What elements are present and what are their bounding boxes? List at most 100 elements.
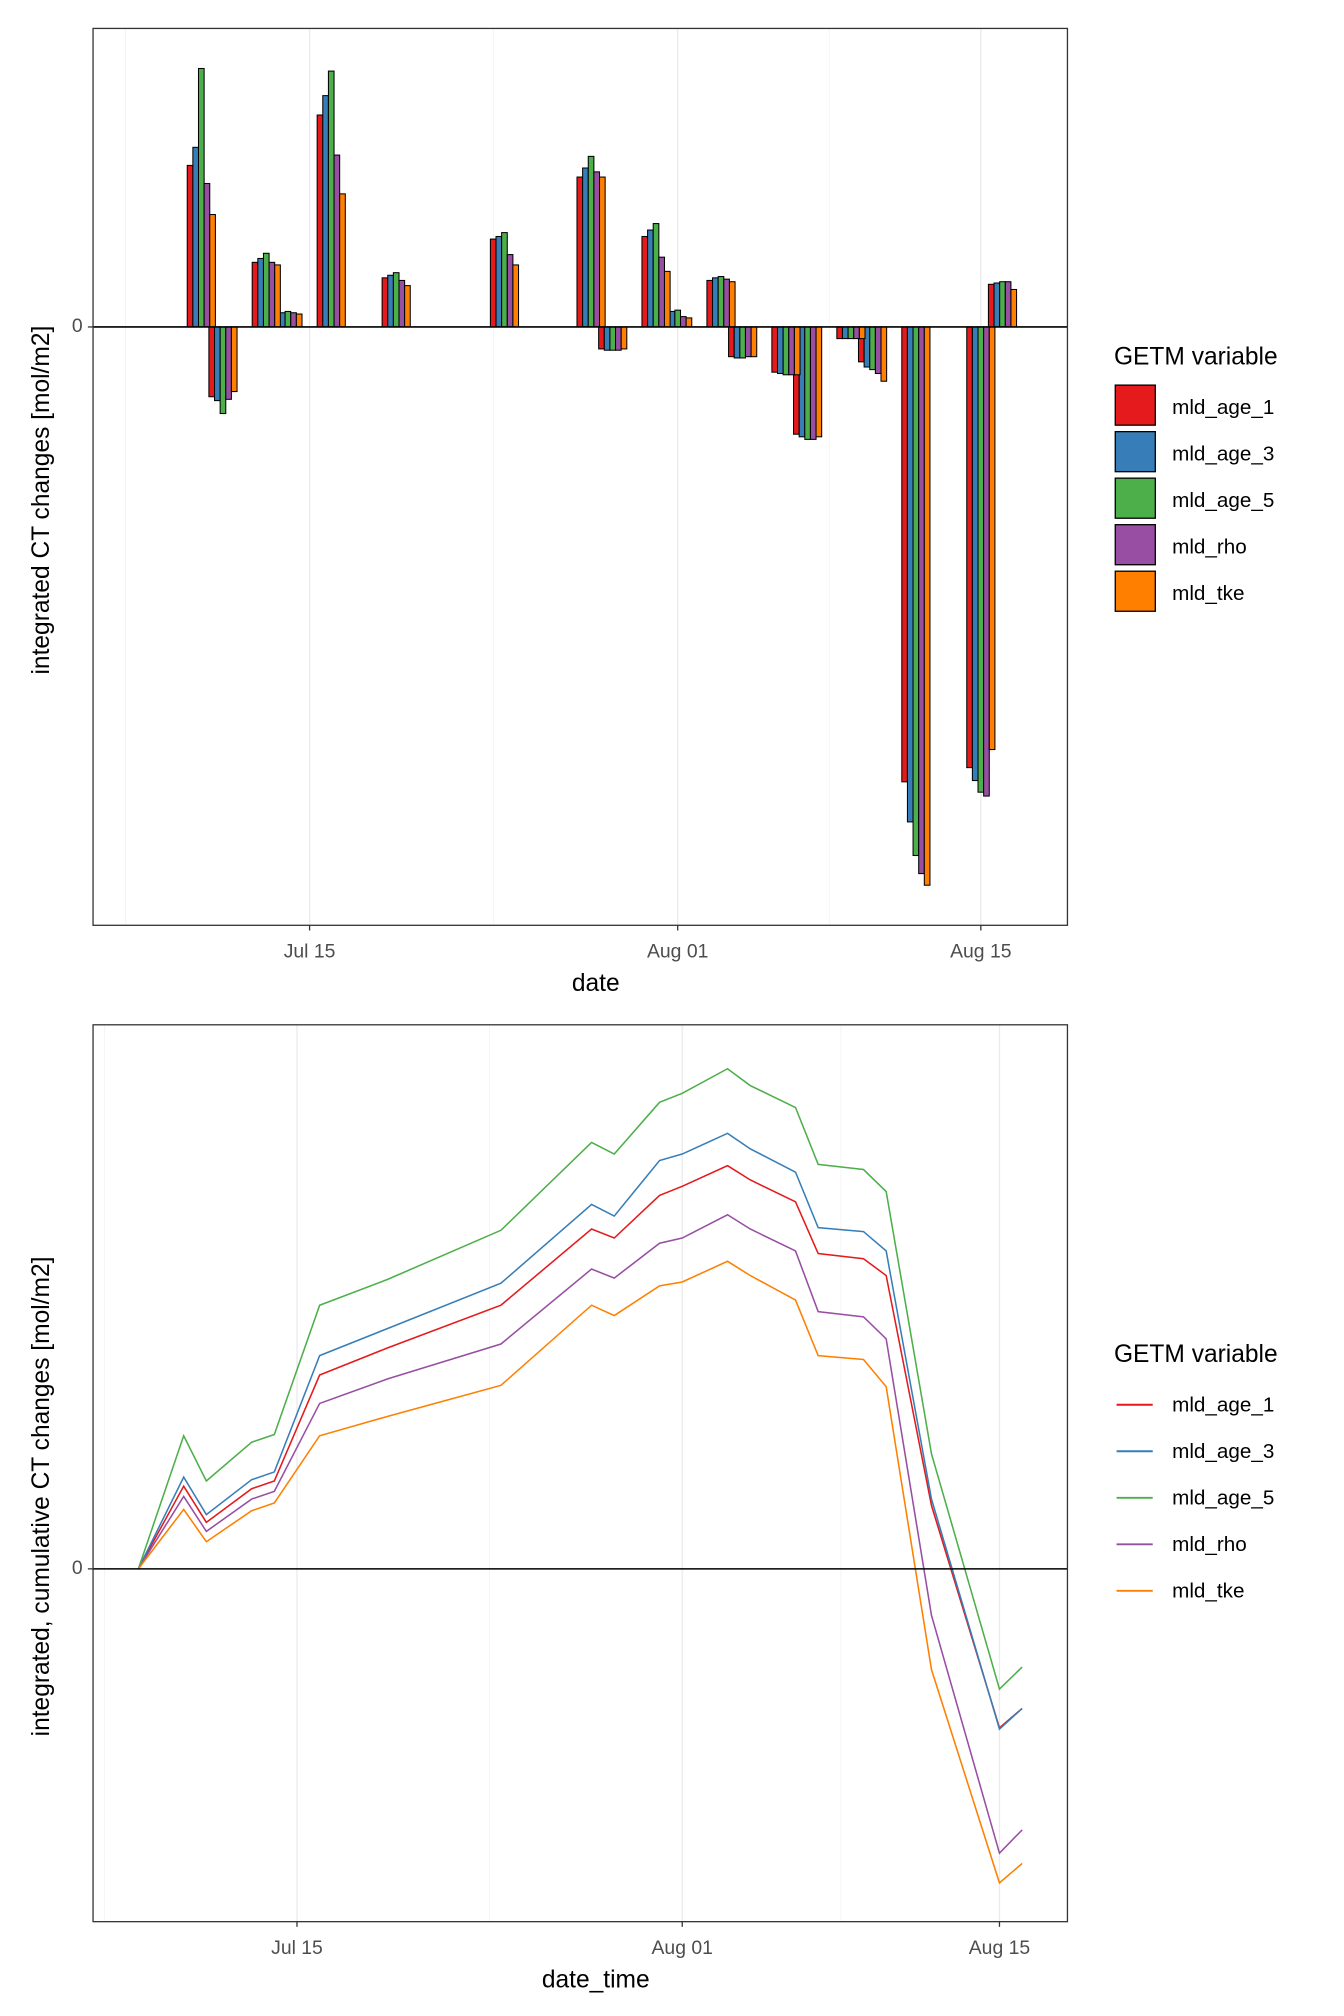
legend-key (1114, 524, 1156, 566)
bar (1004, 281, 1012, 328)
bar (489, 238, 497, 328)
bar (977, 326, 985, 793)
bar (208, 326, 216, 398)
bar (587, 155, 595, 328)
x-tick-label: Jul 15 (271, 1937, 323, 1959)
bar (576, 176, 584, 328)
bar (327, 70, 335, 328)
bar (192, 146, 200, 328)
bar (593, 171, 601, 328)
legend-label: mld_age_3 (1172, 442, 1274, 465)
bar (230, 326, 238, 393)
legend-label: mld_tke (1172, 582, 1244, 605)
bar (912, 326, 920, 857)
bar (339, 193, 346, 328)
legend-label: mld_rho (1172, 535, 1247, 558)
bar (290, 312, 297, 328)
bar (274, 264, 281, 328)
bar (495, 235, 503, 328)
bar (869, 326, 876, 371)
bar (906, 326, 914, 823)
bar (728, 281, 736, 328)
bar (609, 326, 617, 351)
plot-border (92, 27, 1069, 926)
bar (723, 278, 730, 328)
bar (782, 326, 790, 376)
x-tick-label: Aug 01 (647, 941, 708, 963)
legend-key (1114, 430, 1156, 473)
bar (620, 326, 628, 350)
bar (841, 326, 849, 340)
bar (836, 326, 843, 340)
bar (333, 154, 341, 328)
bar (739, 326, 746, 359)
bar (993, 282, 1001, 328)
plot-border (92, 1024, 1069, 1923)
line (137, 1164, 1023, 1730)
legend-label: mld_age_1 (1172, 1393, 1274, 1416)
bar (809, 326, 817, 440)
line (137, 1132, 1023, 1731)
bar (219, 326, 227, 415)
bar (847, 326, 855, 340)
x-tick-label: Aug 15 (950, 941, 1011, 963)
line (137, 1213, 1023, 1855)
legend-title: GETM variable (1114, 343, 1278, 370)
bar (316, 114, 324, 328)
x-tick-label: Aug 01 (652, 1937, 713, 1959)
bar (901, 326, 908, 783)
legend-label: mld_age_5 (1172, 1487, 1274, 1510)
bar (923, 326, 931, 886)
y-axis-title: integrated CT changes [mol/m2] (28, 326, 55, 675)
x-tick-label: Jul 15 (284, 941, 336, 963)
bar (404, 285, 411, 328)
bar (971, 326, 979, 782)
bar (262, 252, 270, 328)
bar (706, 279, 714, 328)
bar (652, 223, 660, 328)
y-tick-label: 0 (72, 1557, 83, 1579)
bar (728, 326, 735, 358)
line (137, 1067, 1023, 1691)
bar (717, 276, 725, 328)
x-axis-title: date_time (542, 1967, 650, 1994)
bar (685, 317, 693, 328)
bar (186, 164, 194, 328)
bar (858, 326, 866, 340)
bar (983, 326, 990, 797)
bar (599, 176, 606, 328)
bar (966, 326, 973, 769)
bar (322, 95, 329, 328)
bar (918, 326, 925, 875)
bar (733, 326, 741, 359)
bar (793, 326, 801, 376)
bar (874, 326, 882, 374)
bar (598, 326, 605, 350)
legend-label: mld_tke (1172, 1580, 1244, 1603)
bar (647, 229, 654, 328)
bar (1010, 288, 1018, 328)
bar (251, 261, 259, 328)
y-tick-label: 0 (72, 315, 83, 337)
bar (381, 277, 389, 328)
bar (615, 326, 622, 351)
bar (197, 67, 205, 328)
legend-label: mld_age_3 (1172, 1440, 1274, 1463)
bar (295, 313, 303, 328)
bar (392, 272, 400, 328)
bar (999, 281, 1006, 328)
bar (209, 214, 216, 328)
legend-label: mld_rho (1172, 1533, 1247, 1556)
bar (501, 232, 508, 328)
plot-background (93, 1024, 1068, 1922)
x-tick-label: Aug 15 (969, 1937, 1030, 1959)
bar (284, 310, 292, 328)
bar (771, 326, 779, 373)
legend-key (1114, 477, 1156, 519)
bar (641, 235, 649, 328)
bar (804, 326, 811, 440)
bar (663, 270, 671, 328)
bar (679, 316, 687, 328)
bar (203, 182, 211, 328)
